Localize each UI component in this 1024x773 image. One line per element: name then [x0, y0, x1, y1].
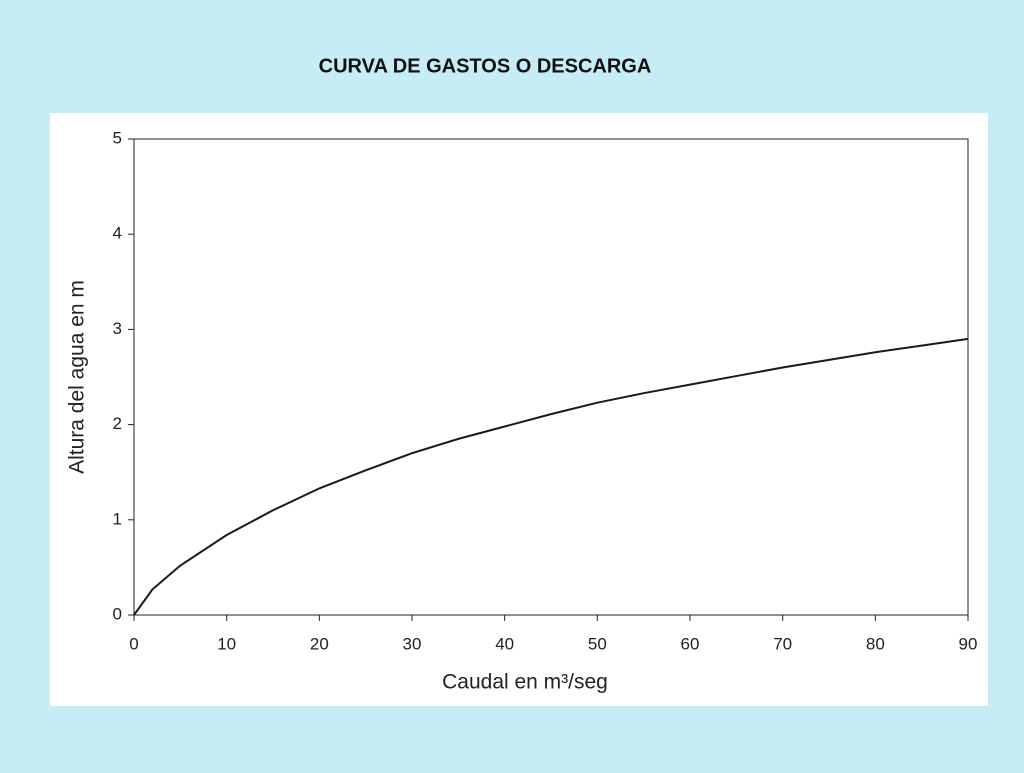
- x-tick-label: 30: [403, 634, 422, 653]
- x-tick-label: 40: [495, 634, 514, 653]
- x-tick-label: 90: [959, 634, 978, 653]
- y-tick-label: 2: [113, 414, 122, 433]
- x-tick-label: 20: [310, 634, 329, 653]
- x-tick-label: 60: [681, 634, 700, 653]
- y-axis-label: Altura del agua en m: [66, 280, 89, 474]
- y-tick-label: 3: [113, 319, 122, 338]
- x-tick-label: 10: [217, 634, 236, 653]
- chart-panel: [50, 113, 988, 706]
- x-tick-label: 80: [866, 634, 885, 653]
- y-tick-label: 1: [113, 509, 122, 528]
- y-tick-label: 0: [113, 604, 122, 623]
- y-tick-label: 4: [113, 224, 122, 243]
- x-tick-label: 50: [588, 634, 607, 653]
- plot-frame: [133, 138, 969, 616]
- x-tick-label: 70: [773, 634, 792, 653]
- x-tick-label: 0: [129, 634, 138, 653]
- x-axis-label: Caudal en m³/seg: [442, 671, 608, 694]
- y-tick-label: 5: [113, 128, 122, 147]
- chart-title: CURVA DE GASTOS O DESCARGA: [319, 55, 652, 77]
- data-line: [133, 337, 969, 616]
